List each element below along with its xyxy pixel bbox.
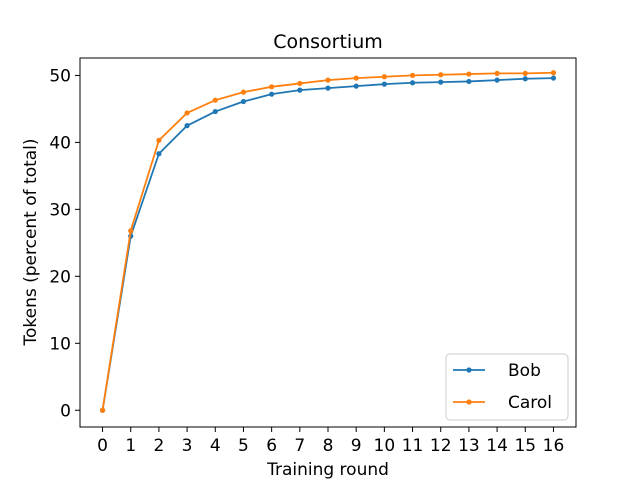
data-point-bob [353,83,359,89]
x-tick-label: 1 [125,436,136,456]
y-tick-label: 50 [49,66,71,86]
data-point-carol [240,89,247,95]
chart-title: Consortium [273,31,383,53]
x-tick-label: 3 [182,436,193,456]
x-axis-label: Training round [266,460,389,480]
data-point-carol [325,77,331,83]
x-tick-label: 8 [323,436,334,456]
data-point-bob [381,81,387,87]
data-point-bob [409,80,416,86]
series-layer [99,70,557,413]
data-point-carol [212,97,218,103]
data-point-bob [184,123,190,129]
x-tick-label: 4 [210,436,221,456]
x-tick-label: 7 [294,436,305,456]
data-point-carol [466,71,472,77]
data-point-carol [99,407,106,413]
data-point-carol [409,72,416,79]
legend-label-bob: Bob [508,361,541,381]
y-tick-label: 10 [49,334,71,354]
legend-label-carol: Carol [508,393,552,413]
legend-marker-bob [466,367,472,373]
x-tick-label: 14 [486,436,508,456]
data-point-carol [128,228,134,234]
data-point-carol [156,137,162,143]
x-tick-label: 6 [266,436,277,456]
data-point-bob [522,76,528,82]
data-point-carol [297,80,303,87]
x-tick-label: 12 [430,436,452,456]
data-point-bob [325,85,331,91]
legend-items: Bob Carol [453,361,552,413]
data-point-bob [550,75,557,81]
x-tick-label: 2 [153,436,164,456]
plot-frame [79,57,577,428]
legend: Bob Carol [445,353,569,421]
data-point-bob [212,108,218,115]
x-tick-label: 16 [543,436,565,456]
data-point-carol [381,74,387,80]
data-point-carol [269,84,275,90]
y-tick-label: 40 [49,133,71,153]
y-axis-label: Tokens (percent of total) [21,138,41,346]
y-tick-label: 0 [60,401,71,421]
y-tick-label: 30 [49,200,71,220]
data-point-carol [522,70,528,77]
x-tick-label: 9 [351,436,362,456]
data-point-bob [466,78,472,85]
data-point-bob [438,79,444,85]
data-point-bob [494,77,500,83]
x-tick-label: 5 [238,436,249,456]
data-point-carol [184,110,190,116]
data-point-carol [353,75,359,81]
data-point-bob [240,98,247,105]
data-point-carol [550,70,557,76]
data-point-bob [297,87,303,93]
data-point-carol [494,70,500,77]
x-tick-label: 10 [374,436,396,456]
data-point-bob [156,151,162,157]
y-tick-label: 20 [49,267,71,287]
legend-marker-carol [466,399,472,405]
x-tick-label: 13 [458,436,480,456]
data-point-bob [269,91,275,97]
x-tick-label: 11 [402,436,424,456]
x-tick-label: 15 [514,436,536,456]
x-tick-label: 0 [97,436,108,456]
data-point-carol [438,72,444,78]
